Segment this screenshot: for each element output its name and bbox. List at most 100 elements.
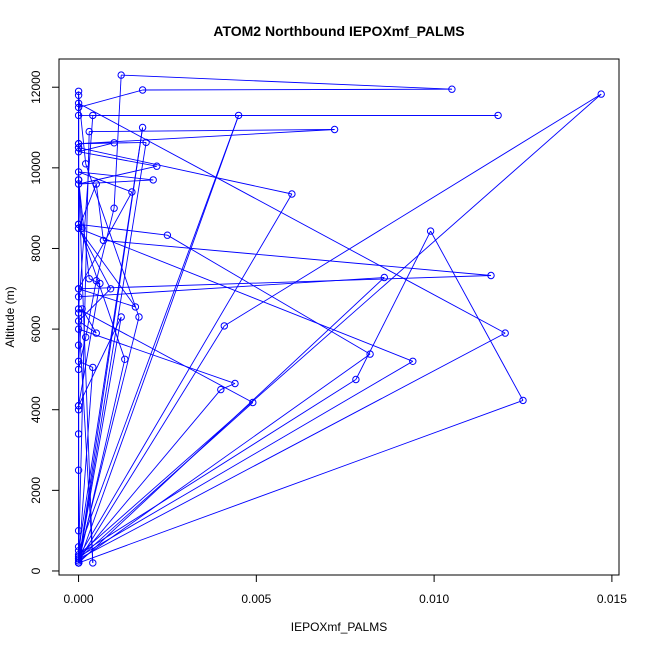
series-segment [78,115,240,564]
data-point [117,71,125,79]
data-point [220,322,229,330]
series-segment [78,402,254,560]
data-point [448,85,456,93]
series-segment [78,224,126,360]
data-point [597,90,605,98]
series-segment [78,312,94,563]
data-point [366,350,374,358]
series-segment [78,131,90,559]
x-tick-label: 0.005 [241,592,271,606]
data-point [74,111,83,120]
series-segment [78,275,492,290]
y-axis-label: Altitude (m) [3,286,17,347]
series-segment [78,308,83,362]
series-segment [142,88,452,91]
series-segment [78,102,506,334]
data-point [74,466,83,474]
series-segment [78,316,122,406]
data-point [110,204,118,212]
series-segment [78,325,225,562]
series-segment [78,89,143,108]
series-segment [78,179,154,185]
series-segment [78,277,385,298]
series-segment [78,353,371,562]
data-point [288,190,296,198]
data-point [149,176,157,184]
data-point [231,379,239,388]
data-point [89,111,97,120]
series-segment [78,147,292,195]
data-point [501,329,509,337]
series-segment [220,383,236,391]
series-segment [78,179,90,279]
series-segment [89,278,101,284]
data-lines [78,74,602,564]
data-point [249,398,257,407]
data-point [74,430,83,438]
data-point [74,305,83,313]
data-point [234,111,243,120]
data-point [74,325,83,333]
series-segment [78,389,222,560]
series-segment [78,308,254,403]
data-point [110,139,118,147]
data-point [74,406,83,414]
data-point [82,333,90,341]
x-tick-label: 0.010 [419,592,449,606]
data-point [74,144,83,152]
y-tick-label: 8000 [29,235,43,262]
data-point [74,341,83,349]
series-segment [167,234,371,355]
data-point [74,103,83,112]
series-segment [78,332,506,560]
series-segment [78,171,154,181]
series-segment [78,115,94,309]
data-point [89,363,97,372]
data-point [74,365,83,374]
data-point [131,303,140,311]
data-point [78,224,86,233]
data-point [117,313,125,321]
series-segment [78,151,157,167]
data-point [74,357,83,365]
series-segment [78,228,111,290]
data-point [135,313,143,321]
data-point [487,271,495,280]
data-point [217,385,225,394]
data-point [74,285,83,293]
series-segment [78,316,122,563]
y-tick-label: 2000 [29,477,43,504]
data-points [74,71,605,567]
x-axis: 0.000 0.005 0.010 0.015 [64,574,627,606]
data-point [74,87,83,96]
series-segment [103,239,492,276]
data-point [409,357,417,365]
series-segment [78,283,101,406]
series-segment [78,129,335,145]
series-segment [78,228,136,308]
data-point [74,99,83,108]
series-segment [121,74,452,90]
data-point [494,111,502,120]
data-point [74,543,83,551]
y-tick-label: 10000 [29,151,43,185]
series-segment [78,179,83,229]
x-tick-label: 0.015 [597,592,627,606]
series-segment [78,191,133,290]
series-segment [78,399,524,564]
series-segment [95,183,104,241]
data-point [138,123,147,132]
data-point [74,309,83,317]
data-point [74,224,83,233]
data-point [138,86,147,94]
series-segment [78,360,414,558]
series-segment [78,328,236,384]
x-tick-label: 0.000 [64,592,94,606]
data-point [74,293,83,301]
data-point [352,375,360,384]
data-point [74,547,83,555]
data-point [96,279,104,288]
data-point [74,168,83,176]
data-point [142,138,150,147]
data-point [74,180,83,188]
